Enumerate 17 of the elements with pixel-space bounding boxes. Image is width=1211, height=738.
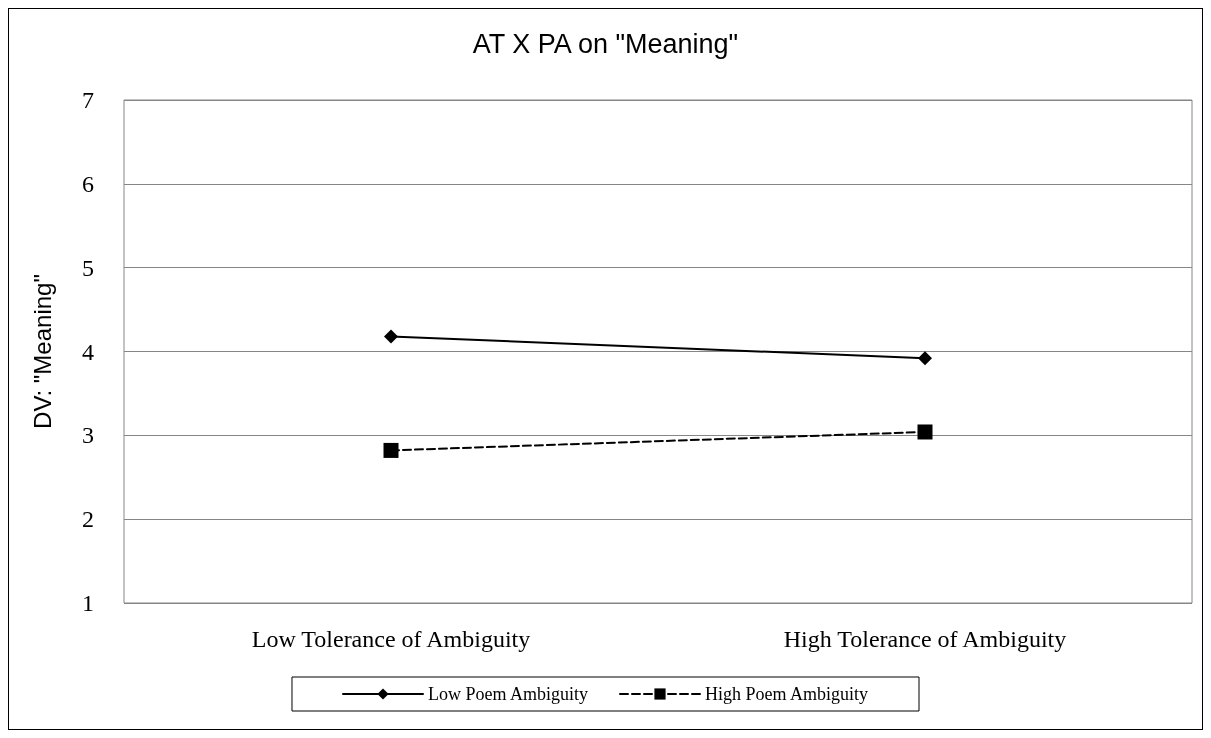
y-tick-label: 2 [82,506,94,533]
y-tick-label: 7 [82,87,94,113]
point [918,351,932,366]
point [384,329,398,344]
chart-title: AT X PA on "Meaning" [472,28,739,59]
y-tick-label: 4 [82,338,94,365]
point [383,442,399,458]
y-tick-label: 1 [82,590,94,616]
x-tick-label: Low Tolerance of Ambiguity [251,626,531,652]
y-axis-title: DV: "Meaning" [28,274,56,429]
x-tick-label: High Tolerance of Ambiguity [783,626,1067,652]
legend-label: High Poem Ambiguity [705,684,869,704]
legend-label: Low Poem Ambiguity [428,684,589,704]
point [917,424,933,440]
y-tick-label: 5 [82,254,94,281]
y-tick-label: 3 [82,422,94,449]
y-tick-label: 6 [82,170,94,197]
